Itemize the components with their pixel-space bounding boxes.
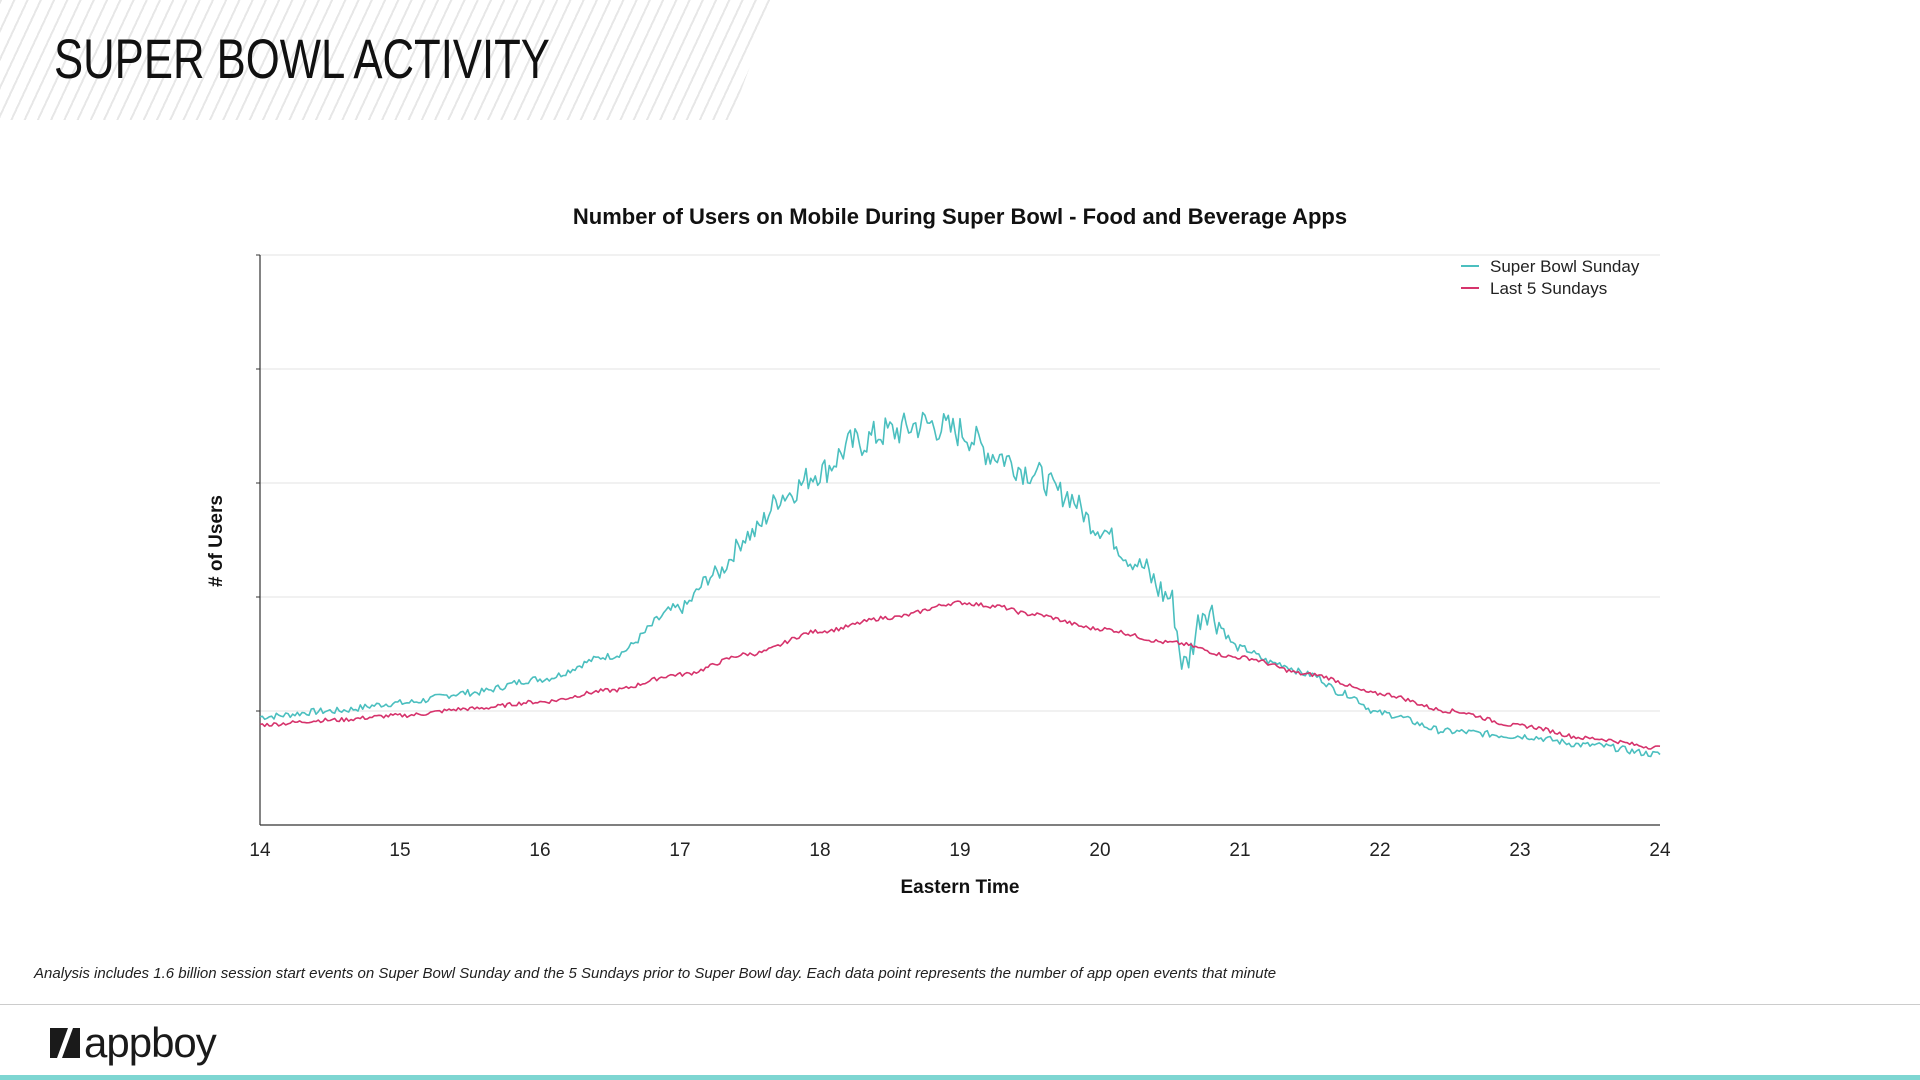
chart-title: Number of Users on Mobile During Super B… — [573, 204, 1347, 229]
x-tick-label: 22 — [1369, 840, 1390, 861]
accent-bar — [0, 1075, 1920, 1080]
y-axis-label: # of Users — [206, 495, 227, 587]
brand-mark-icon — [50, 1028, 80, 1058]
x-tick-label: 19 — [949, 840, 970, 861]
brand-logo: appboy — [50, 1018, 217, 1068]
axes: 14 15 16 17 18 19 20 21 22 23 24 — [249, 254, 1671, 861]
gridlines — [260, 254, 1660, 712]
x-tick-label: 21 — [1229, 840, 1250, 861]
line-chart: 14 15 16 17 18 19 20 21 22 23 24 Number of Users o… — [206, 204, 1671, 898]
series-lines — [259, 411, 1661, 758]
x-tick-label: 14 — [249, 840, 271, 861]
axis-labels: Number of Users on Mobile During Super B… — [206, 204, 1347, 898]
x-tick-label: 23 — [1509, 840, 1530, 861]
x-axis-label: Eastern Time — [901, 877, 1020, 898]
x-tick-label: 18 — [809, 840, 830, 861]
x-tick-label: 20 — [1089, 840, 1110, 861]
brand-name: appboy — [84, 1019, 217, 1066]
x-tick-label: 24 — [1649, 840, 1671, 861]
series-line-super-bowl-sunday — [259, 411, 1661, 758]
x-tick-label: 16 — [529, 840, 550, 861]
legend-label: Super Bowl Sunday — [1490, 257, 1640, 276]
legend-label: Last 5 Sundays — [1490, 279, 1607, 298]
footer-divider — [0, 1004, 1920, 1005]
header-hatch-band — [0, 0, 775, 120]
series-line-last-5-sundays — [259, 600, 1661, 750]
x-tick-label: 15 — [389, 840, 410, 861]
legend: Super Bowl Sunday Last 5 Sundays — [1461, 257, 1640, 298]
page-title: SUPER BOWL ACTIVITY — [54, 27, 550, 90]
x-tick-label: 17 — [669, 840, 690, 861]
footnote: Analysis includes 1.6 billion session st… — [34, 965, 1277, 982]
